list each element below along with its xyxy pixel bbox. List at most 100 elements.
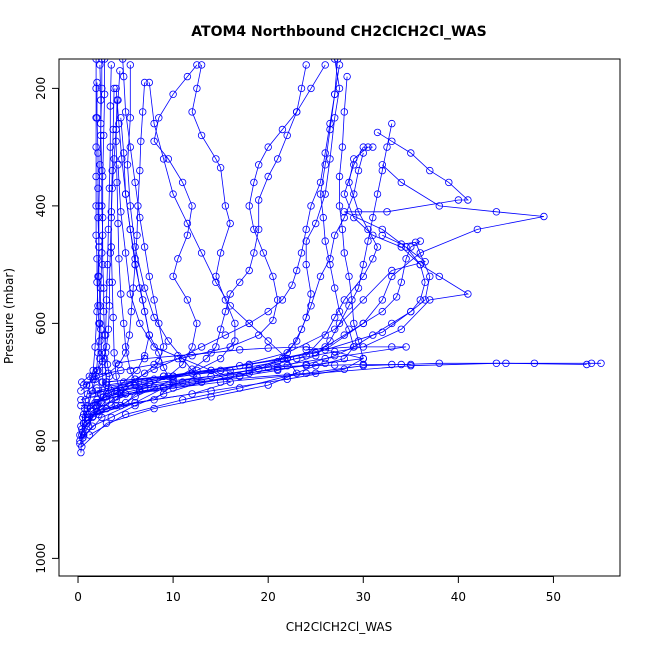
- data-point: [108, 278, 116, 286]
- data-point: [105, 278, 114, 286]
- data-point: [159, 155, 168, 163]
- data-point: [155, 349, 163, 357]
- data-point: [388, 319, 396, 328]
- data-point: [321, 190, 329, 198]
- data-point: [96, 337, 104, 345]
- data-point: [235, 278, 244, 286]
- data-point: [103, 260, 112, 269]
- data-point: [95, 243, 103, 251]
- data-point: [321, 237, 329, 245]
- data-point: [112, 84, 120, 93]
- data-point: [112, 137, 120, 145]
- profile-series-34: [76, 78, 107, 448]
- data-point: [297, 325, 306, 333]
- data-point: [94, 149, 102, 157]
- data-point: [435, 202, 443, 210]
- profile-line: [80, 362, 601, 406]
- data-point: [131, 378, 139, 386]
- data-point: [202, 354, 211, 363]
- data-point: [159, 343, 168, 351]
- data-point: [94, 366, 102, 375]
- data-point: [255, 365, 263, 373]
- data-point: [316, 190, 325, 198]
- data-point: [212, 272, 220, 281]
- data-point: [359, 354, 367, 363]
- data-point: [388, 272, 396, 281]
- data-point: [402, 255, 410, 263]
- profile-series-24: [83, 59, 168, 424]
- data-point: [193, 319, 201, 328]
- data-point: [359, 343, 367, 351]
- data-point: [264, 143, 272, 151]
- data-point: [250, 249, 258, 257]
- data-point: [93, 114, 101, 122]
- data-point: [102, 378, 111, 386]
- data-point: [350, 155, 358, 163]
- data-point: [435, 359, 443, 367]
- data-point: [150, 384, 158, 392]
- plot-frame: [58, 58, 621, 577]
- data-point: [338, 143, 347, 151]
- profile-line: [111, 146, 378, 392]
- data-point: [416, 296, 424, 304]
- x-axis-label: CH2ClCH2Cl_WAS: [286, 620, 393, 634]
- data-point: [388, 360, 396, 369]
- data-point: [150, 343, 158, 351]
- data-point: [359, 260, 367, 269]
- data-point: [340, 331, 348, 339]
- data-point: [117, 401, 125, 410]
- data-point: [421, 296, 429, 304]
- data-point: [321, 161, 329, 169]
- data-point: [119, 319, 128, 328]
- data-point: [140, 369, 149, 377]
- data-point: [364, 225, 372, 234]
- data-point: [117, 208, 125, 216]
- data-point: [274, 366, 282, 375]
- data-point: [121, 343, 130, 351]
- data-point: [136, 213, 144, 222]
- data-point: [98, 84, 106, 93]
- profile-line: [84, 64, 236, 409]
- data-point: [283, 354, 291, 363]
- data-point: [326, 119, 334, 128]
- data-point: [123, 161, 132, 169]
- data-point: [159, 372, 168, 380]
- data-point: [359, 149, 367, 157]
- data-point: [131, 178, 139, 187]
- data-point: [169, 372, 177, 380]
- data-point: [345, 178, 353, 187]
- data-point: [340, 190, 348, 198]
- data-point: [378, 296, 386, 304]
- data-point: [231, 337, 239, 345]
- data-point: [435, 272, 443, 281]
- data-point: [383, 208, 391, 216]
- data-point: [216, 249, 225, 257]
- profile-line: [106, 364, 411, 383]
- data-point: [583, 360, 591, 369]
- data-point: [83, 390, 92, 398]
- data-point: [93, 384, 101, 392]
- data-point: [110, 84, 118, 93]
- data-point: [340, 208, 348, 216]
- data-point: [188, 365, 196, 373]
- data-point: [335, 202, 344, 210]
- data-point: [98, 378, 107, 386]
- profile-series-32: [86, 61, 114, 413]
- data-point: [107, 213, 115, 222]
- data-point: [79, 431, 88, 439]
- data-point: [445, 178, 453, 187]
- profile-line: [101, 164, 544, 383]
- data-point: [126, 290, 134, 298]
- data-point: [331, 284, 339, 292]
- data-point: [397, 325, 405, 333]
- data-point: [269, 316, 277, 325]
- profile-series-31: [79, 78, 149, 389]
- data-point: [331, 313, 339, 322]
- data-point: [207, 366, 215, 375]
- data-point: [93, 255, 101, 263]
- data-point: [94, 184, 102, 192]
- data-point: [216, 366, 225, 375]
- data-point: [245, 360, 253, 369]
- profile-series-37: [93, 237, 424, 395]
